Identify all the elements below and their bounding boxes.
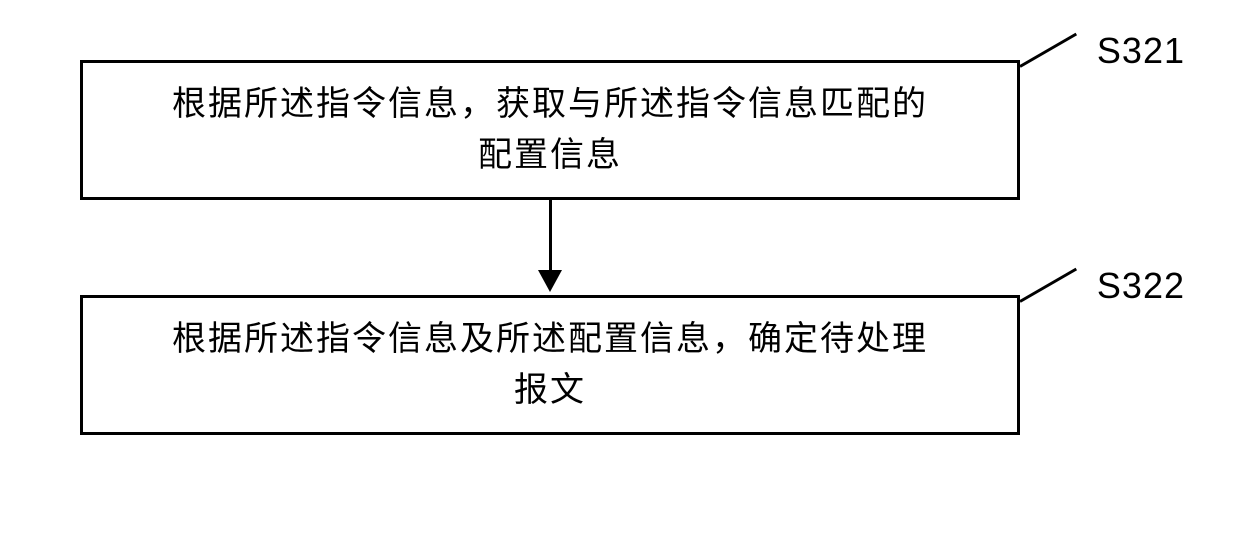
flow-arrow <box>530 200 570 295</box>
arrow-line <box>549 200 552 270</box>
label-connector-line <box>1019 268 1077 303</box>
node-label-s321: S321 <box>1097 30 1185 72</box>
flowchart-node-s321: 根据所述指令信息，获取与所述指令信息匹配的配置信息 <box>80 60 1020 200</box>
flowchart-container: 根据所述指令信息，获取与所述指令信息匹配的配置信息 根据所述指令信息及所述配置信… <box>80 60 1020 435</box>
node-label-s322: S322 <box>1097 265 1185 307</box>
node-text: 根据所述指令信息，获取与所述指令信息匹配的配置信息 <box>172 79 928 181</box>
label-connector-line <box>1019 33 1077 68</box>
arrow-head-icon <box>538 270 562 292</box>
flowchart-node-s322: 根据所述指令信息及所述配置信息，确定待处理报文 <box>80 295 1020 435</box>
node-text: 根据所述指令信息及所述配置信息，确定待处理报文 <box>172 314 928 416</box>
